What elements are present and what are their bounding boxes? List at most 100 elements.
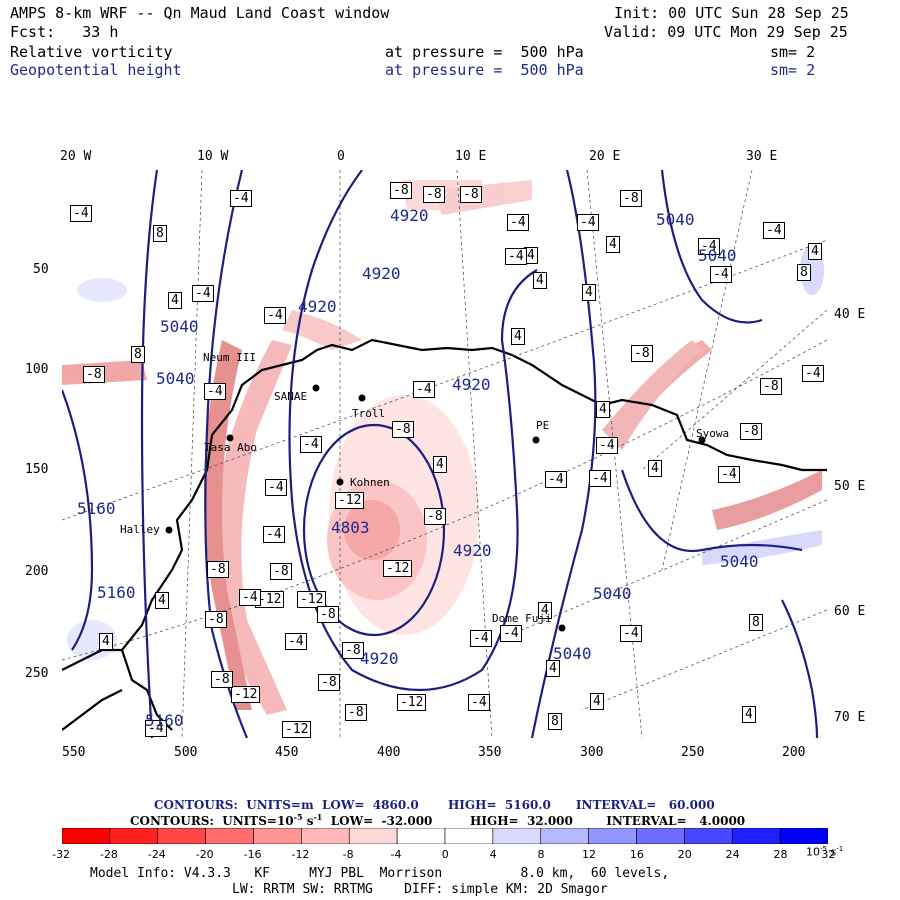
station-dot: [358, 394, 366, 402]
colorbar-swatch: [540, 828, 589, 844]
colorbar-tick-label: 28: [773, 848, 788, 861]
station-dot: [532, 436, 540, 444]
vorticity-value-box: -8: [424, 508, 446, 525]
neg-vort-patch-top2: [432, 180, 532, 215]
height-label: 5160: [145, 711, 184, 730]
field1-name: Relative vorticity: [10, 43, 173, 61]
vorticity-value-box: -4: [413, 381, 435, 398]
vorticity-value-box: -8: [342, 642, 364, 659]
colorbar-tick-label: -28: [99, 848, 118, 861]
field1-level: at pressure = 500 hPa: [385, 43, 584, 61]
contour-5040-ne: [660, 170, 763, 324]
vorticity-value-box: -4: [763, 222, 785, 239]
vorticity-value-box: -4: [230, 190, 252, 207]
height-contours: [62, 170, 819, 738]
colorbar-tick-label: -32: [52, 848, 71, 861]
colorbar-tick-label: -24: [147, 848, 166, 861]
vorticity-value-box: -4: [718, 466, 740, 483]
height-label: 4920: [298, 297, 337, 316]
vorticity-value-box: -8: [390, 182, 412, 199]
station-dot: [698, 436, 706, 444]
vorticity-value-box: -12: [383, 560, 413, 577]
station-label-halley: Halley: [120, 523, 160, 536]
colorbar-tick-label: 32: [821, 848, 836, 861]
vorticity-value-box: 4: [808, 243, 822, 260]
vorticity-value-box: -4: [145, 720, 167, 737]
station-label-domefuji: Dome Fuji: [492, 612, 552, 625]
init-time: Init: 00 UTC Sun 28 Sep 25: [614, 4, 849, 22]
vorticity-value-box: 4: [533, 272, 547, 289]
x-tick-550: 550: [62, 745, 86, 760]
contour-4920: [288, 170, 538, 691]
colorbar-tick-label: 8: [537, 848, 545, 861]
colorbar: [62, 828, 828, 844]
colorbar-tick-label: 12: [582, 848, 597, 861]
lon-label-30e: 30 E: [746, 149, 778, 164]
x-tick-200: 200: [782, 745, 806, 760]
height-label: 5040: [156, 369, 195, 388]
x-tick-400: 400: [377, 745, 401, 760]
vorticity-value-box: 4: [590, 693, 604, 710]
vorticity-value-box: 8: [749, 614, 763, 631]
contour-5160: [62, 389, 94, 651]
height-label: 5160: [97, 583, 136, 602]
colorbar-swatch: [779, 828, 828, 844]
vorticity-value-box: 8: [153, 225, 167, 242]
x-tick-450: 450: [275, 745, 299, 760]
colorbar-tick-label: 20: [677, 848, 692, 861]
vorticity-value-box: -4: [500, 625, 522, 642]
colorbar-tick-label: 4: [489, 848, 497, 861]
vorticity-value-box: -8: [205, 611, 227, 628]
vorticity-value-box: -12: [255, 591, 285, 608]
vorticity-value-box: -4: [698, 238, 720, 255]
height-label: 5160: [77, 499, 116, 518]
vorticity-value-box: 4: [168, 292, 182, 309]
vorticity-value-box: -4: [596, 437, 618, 454]
vorticity-value-box: -8: [317, 606, 339, 623]
valid-time: Valid: 09 UTC Mon 29 Sep 25: [604, 23, 848, 41]
contour-5100: [140, 170, 159, 738]
height-label: 4920: [360, 649, 399, 668]
vorticity-value-box: -4: [710, 266, 732, 283]
station-markers: [165, 384, 706, 632]
colorbar-swatch: [157, 828, 206, 844]
lon-label-20w: 20 W: [60, 149, 92, 164]
vorticity-value-box: -4: [545, 471, 567, 488]
lon-label-10e: 10 E: [455, 149, 487, 164]
contour-5040: [204, 170, 249, 738]
colorbar-swatch: [731, 828, 781, 844]
vorticity-value-box: -8: [740, 423, 762, 440]
colorbar-tick-label: -16: [243, 848, 262, 861]
field2-name: Geopotential height: [10, 61, 182, 79]
x-tick-300: 300: [580, 745, 604, 760]
vorticity-value-box: -4: [70, 205, 92, 222]
vorticity-value-box: -12: [335, 492, 365, 509]
model-info: Model Info: V4.3.3 KF MYJ PBL Morrison 8…: [90, 866, 670, 881]
vorticity-value-box: -8: [392, 421, 414, 438]
station-label-pe: PE: [536, 419, 550, 432]
x-tick-500: 500: [174, 745, 198, 760]
station-dot: [558, 624, 566, 632]
vorticity-value-box: 4: [582, 284, 596, 301]
vorticity-value-box: 8: [797, 264, 811, 281]
colorbar-tick-label: 16: [629, 848, 644, 861]
lon-label-0: 0: [337, 149, 345, 164]
lon-label-70e: 70 E: [834, 710, 866, 725]
vorticity-value-box: -8: [83, 366, 105, 383]
vorticity-value-box: -4: [468, 694, 490, 711]
colorbar-unit: 10-5 s-1: [806, 845, 844, 859]
vorticity-value-box: -12: [282, 721, 312, 738]
contour-5040-e: [620, 469, 803, 553]
colorbar-tick-label: -12: [291, 848, 310, 861]
lon-label-40e: 40 E: [834, 307, 866, 322]
vorticity-value-box: -8: [318, 674, 340, 691]
height-label: 5040: [593, 584, 632, 603]
plot-title: AMPS 8-km WRF -- Qn Maud Land Coast wind…: [10, 4, 390, 22]
colorbar-swatch: [684, 828, 733, 844]
vorticity-value-box: -4: [285, 633, 307, 650]
station-label-sanae: SANAE: [274, 390, 308, 403]
lon-label-10w: 10 W: [197, 149, 229, 164]
vorticity-value-box: -4: [192, 285, 214, 302]
colorbar-swatch: [348, 828, 398, 844]
vorticity-value-box: 4: [538, 602, 552, 619]
